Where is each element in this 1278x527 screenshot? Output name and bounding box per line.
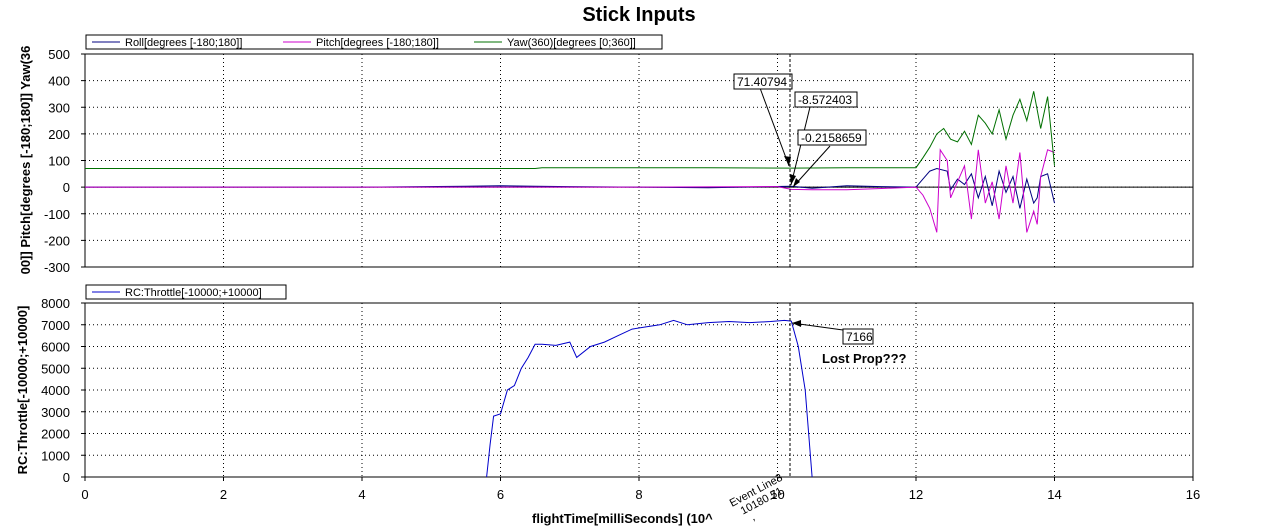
attitude-ytick-label-0: 0	[63, 180, 70, 195]
throttle-plot-area	[84, 302, 1194, 478]
callout-box-roll	[797, 129, 867, 146]
x-tick-label-14: 14	[1047, 487, 1061, 502]
callout-yaw-value: 71.40794	[737, 75, 787, 89]
callout-leader-pitch	[790, 106, 811, 186]
x-tick-label-16: 16	[1186, 487, 1200, 502]
callout-roll-value: -0.2158659	[801, 131, 862, 145]
callout-leader-roll	[792, 145, 831, 188]
attitude-ytick-label--300: -300	[44, 260, 70, 275]
attitude-plot-area	[84, 53, 1194, 268]
attitude-y-ticks: -300 -200 -100 0 100 200 300 400 500	[44, 47, 85, 275]
callout-box-throttle	[842, 328, 874, 345]
attitude-chart: -300 -200 -100 0 100 200 300 400 500 00]] Pitch[…	[18, 34, 1194, 275]
legend-pitch: Pitch[degrees [-180;180]]	[316, 37, 439, 49]
attitude-ytick-label-200: 200	[48, 127, 70, 142]
throttle-ytick-label-1000: 1000	[41, 448, 70, 463]
x-axis-label: flightTime[milliSeconds] (10^	[532, 511, 713, 526]
callout-throttle-value: 7166	[846, 330, 873, 344]
legend-yaw: Yaw(360)[degrees [0;360]]	[507, 37, 636, 49]
throttle-ytick-label-0: 0	[63, 470, 70, 485]
callout-box-pitch	[794, 91, 858, 108]
throttle-ytick-label-7000: 7000	[41, 318, 70, 333]
callout-leader-yaw	[759, 87, 790, 167]
throttle-grid	[85, 303, 1193, 477]
event-line-label: Event Line3 10180.51 ,	[728, 472, 785, 524]
attitude-ytick-label-300: 300	[48, 100, 70, 115]
attitude-series-0	[85, 167, 1055, 209]
attitude-series-1	[85, 148, 1055, 233]
throttle-legend: RC:Throttle[-10000;+10000]	[85, 284, 287, 300]
throttle-series-0	[486, 319, 813, 478]
legend-roll: Roll[degrees [-180;180]]	[125, 37, 242, 49]
throttle-ytick-label-4000: 4000	[41, 383, 70, 398]
x-tick-label-10: 10	[770, 487, 784, 502]
attitude-y-axis-label: 00]] Pitch[degrees [-180;180]] Yaw(36	[18, 46, 33, 275]
throttle-series	[486, 319, 813, 478]
x-tick-label-0: 0	[81, 487, 88, 502]
callout-pitch-value: -8.572403	[798, 93, 852, 107]
throttle-ytick-label-5000: 5000	[41, 361, 70, 376]
throttle-y-axis-label: RC:Throttle[-10000;+10000]	[15, 306, 30, 475]
attitude-ytick-label--100: -100	[44, 207, 70, 222]
throttle-chart: 0 1000 2000 3000 4000 5000 6000 7000 8000 0 2 4 6 8 1…	[15, 284, 1200, 526]
throttle-ytick-label-2000: 2000	[41, 427, 70, 442]
attitude-ytick-label-100: 100	[48, 154, 70, 169]
event-line-comma: ,	[749, 511, 757, 523]
throttle-ytick-label-6000: 6000	[41, 340, 70, 355]
attitude-ytick-label--200: -200	[44, 233, 70, 248]
callout-box-yaw	[733, 73, 793, 90]
x-tick-label-12: 12	[909, 487, 923, 502]
x-tick-label-8: 8	[635, 487, 642, 502]
throttle-x-ticks: 0 2 4 6 8 10 12 14 16	[81, 477, 1200, 502]
legend-throttle: RC:Throttle[-10000;+10000]	[125, 287, 262, 299]
throttle-ytick-label-8000: 8000	[41, 296, 70, 311]
attitude-legend: Roll[degrees [-180;180]] Pitch[degrees […	[85, 34, 663, 50]
chart-title: Stick Inputs	[582, 4, 695, 26]
throttle-y-ticks: 0 1000 2000 3000 4000 5000 6000 7000 8000	[41, 296, 85, 485]
attitude-ytick-label-500: 500	[48, 47, 70, 62]
lost-prop-note: Lost Prop???	[822, 351, 907, 366]
throttle-ytick-label-3000: 3000	[41, 405, 70, 420]
x-tick-label-6: 6	[497, 487, 504, 502]
x-tick-label-2: 2	[220, 487, 227, 502]
attitude-ytick-label-400: 400	[48, 74, 70, 89]
x-tick-label-4: 4	[358, 487, 365, 502]
